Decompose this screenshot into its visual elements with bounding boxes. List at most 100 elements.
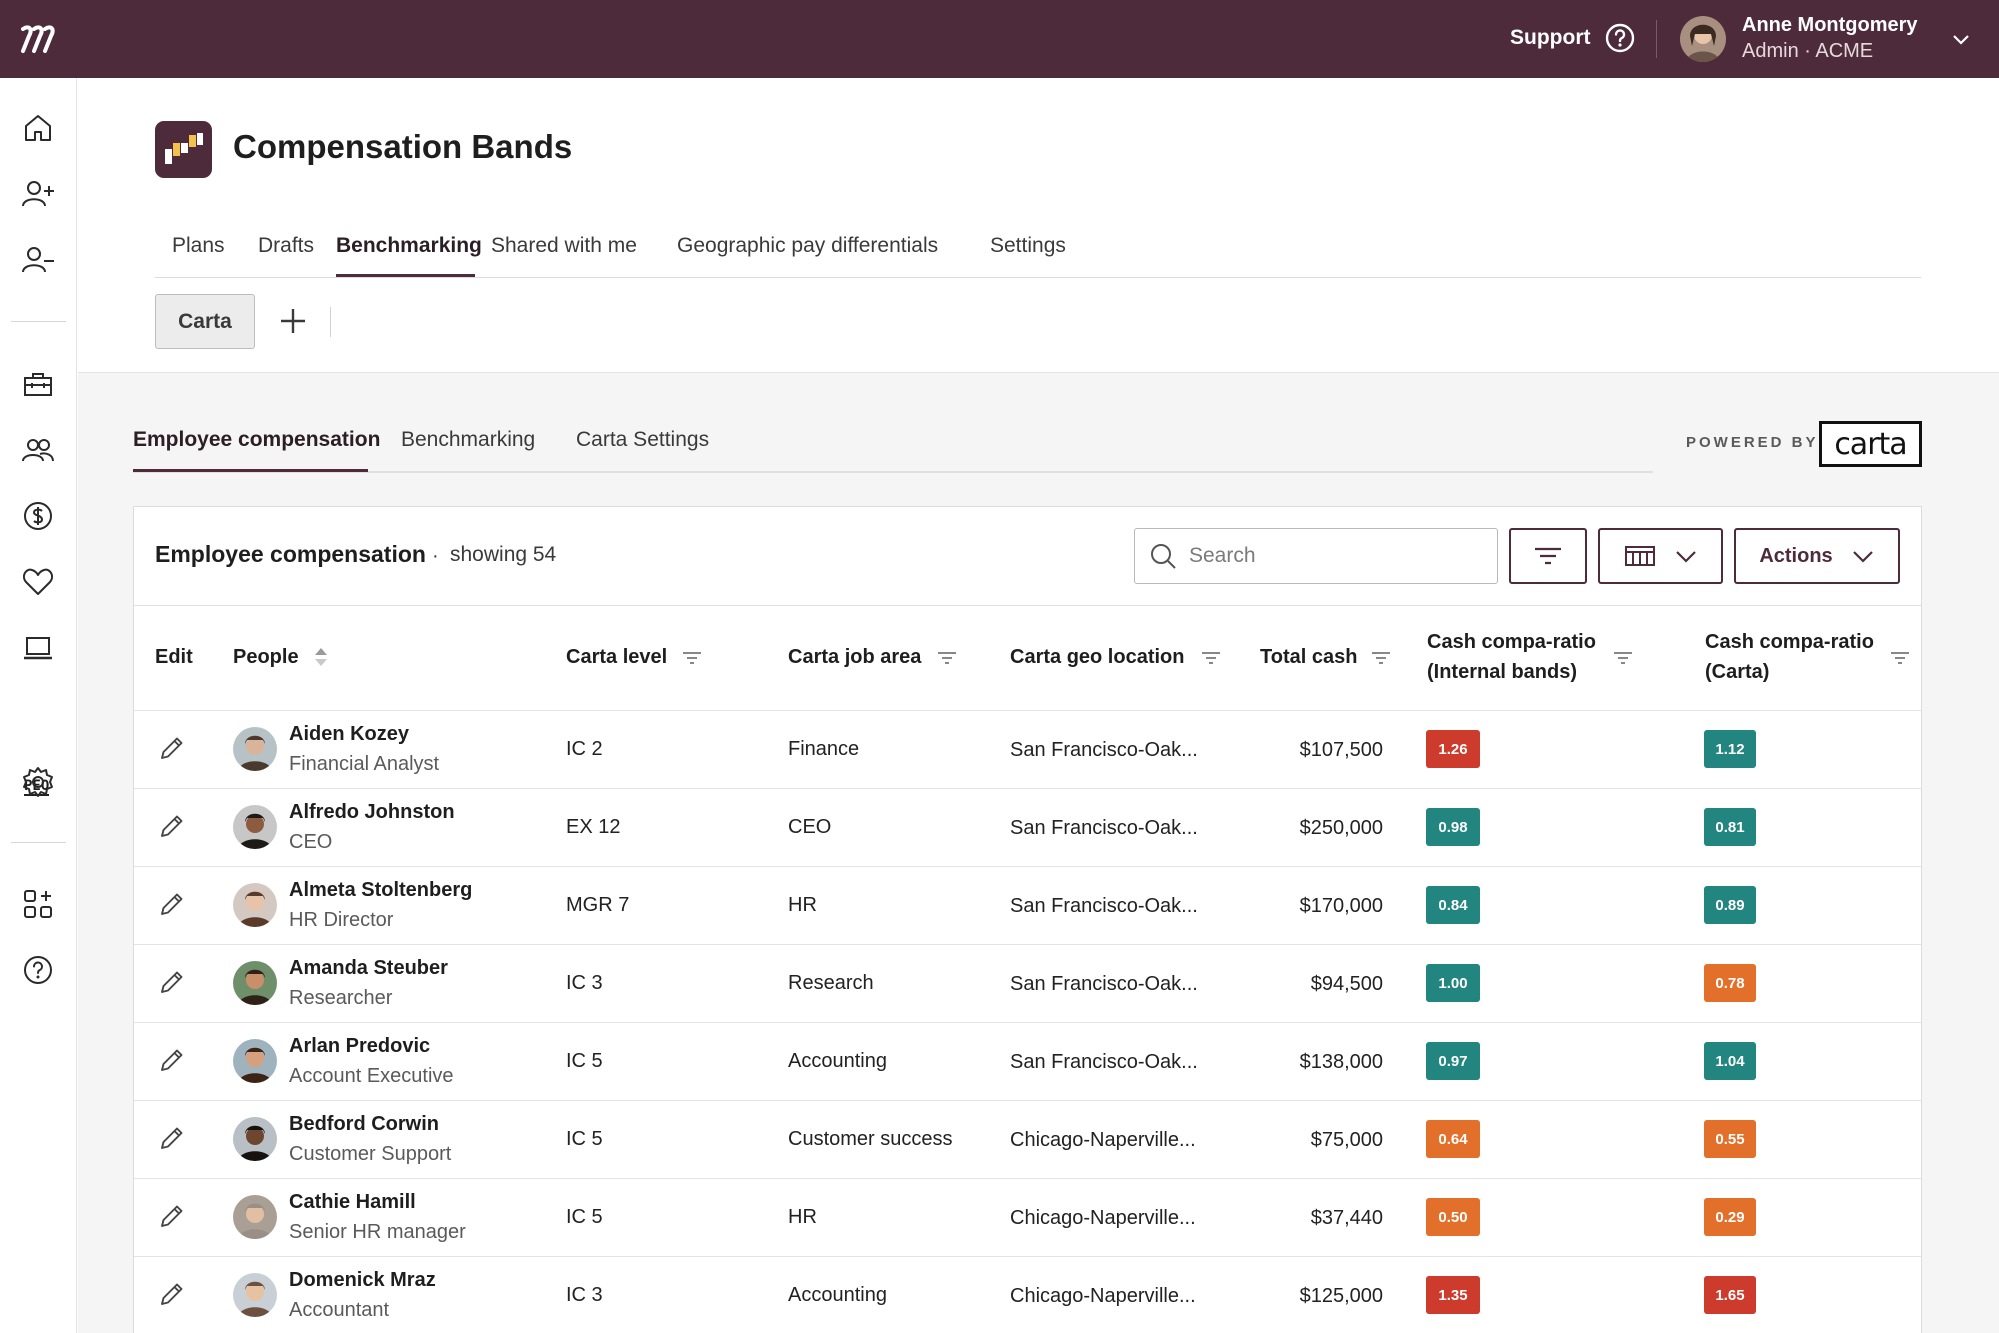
compa-ratio-internal-badge: 1.00: [1426, 964, 1480, 1002]
user-name[interactable]: Anne Montgomery: [1742, 14, 1918, 36]
tab-shared-with-me[interactable]: Shared with me: [491, 234, 637, 257]
apps-add-icon[interactable]: [20, 886, 56, 922]
edit-pencil-icon[interactable]: [157, 811, 187, 841]
subtab-benchmarking[interactable]: Benchmarking: [401, 428, 536, 451]
filter-icon[interactable]: [1201, 651, 1221, 665]
tab-plans[interactable]: Plans: [172, 234, 225, 257]
carta-job-area: Research: [788, 972, 874, 994]
carta-job-area: Finance: [788, 738, 860, 760]
subtab-employee-compensation[interactable]: Employee compensation: [133, 428, 381, 451]
filter-icon[interactable]: [1613, 651, 1633, 665]
carta-level: IC 3: [566, 1284, 603, 1306]
person-title: Accountant: [289, 1299, 390, 1321]
column-header-total-cash[interactable]: Total cash: [1260, 646, 1358, 668]
page-title: Compensation Bands: [233, 128, 573, 165]
edit-pencil-icon[interactable]: [157, 967, 187, 997]
column-header-ratio-carta-sub: (Carta): [1705, 661, 1770, 683]
carta-logo: carta: [1819, 421, 1922, 467]
avatar: [233, 1273, 277, 1317]
avatar: [233, 1195, 277, 1239]
edit-pencil-icon[interactable]: [157, 733, 187, 763]
person-name[interactable]: Amanda Steuber: [289, 957, 448, 979]
person-name[interactable]: Alfredo Johnston: [289, 801, 455, 823]
edit-pencil-icon[interactable]: [157, 1279, 187, 1309]
column-header-people[interactable]: People: [233, 646, 299, 668]
heart-icon[interactable]: [20, 564, 56, 600]
row-divider: [134, 866, 1921, 867]
person-title: Financial Analyst: [289, 753, 440, 775]
carta-job-area: CEO: [788, 816, 832, 838]
edit-pencil-icon[interactable]: [157, 1123, 187, 1153]
sort-icon[interactable]: [313, 646, 329, 668]
avatar: [233, 727, 277, 771]
result-count: showing 54: [450, 543, 557, 566]
filter-icon[interactable]: [1890, 651, 1910, 665]
chevron-down-icon[interactable]: [1950, 28, 1972, 50]
people-icon[interactable]: [20, 432, 56, 468]
columns-button[interactable]: [1598, 528, 1723, 584]
compa-ratio-internal-badge: 0.50: [1426, 1198, 1480, 1236]
filter-icon[interactable]: [1371, 651, 1391, 665]
sub-tabs: Employee compensation Benchmarking Carta…: [133, 425, 1653, 473]
edit-pencil-icon[interactable]: [157, 1045, 187, 1075]
help-icon[interactable]: [20, 952, 56, 988]
column-header-carta-geo-location[interactable]: Carta geo location: [1010, 646, 1185, 668]
main-tabs: Plans Drafts Benchmarking Shared with me…: [155, 226, 1921, 278]
search-box[interactable]: [1134, 528, 1498, 584]
row-divider: [134, 944, 1921, 945]
filter-icon[interactable]: [682, 651, 702, 665]
column-header-ratio-carta[interactable]: Cash compa-ratio: [1705, 631, 1874, 653]
home-icon[interactable]: [20, 110, 56, 146]
column-header-carta-job-area[interactable]: Carta job area: [788, 646, 922, 668]
search-input[interactable]: [1189, 537, 1485, 575]
compa-ratio-internal-badge: 0.97: [1426, 1042, 1480, 1080]
person-name[interactable]: Domenick Mraz: [289, 1269, 436, 1291]
carta-level: IC 5: [566, 1050, 603, 1072]
actions-button[interactable]: Actions: [1734, 528, 1900, 584]
edit-pencil-icon[interactable]: [157, 1201, 187, 1231]
carta-level: IC 5: [566, 1128, 603, 1150]
app-logo-icon[interactable]: [20, 23, 58, 55]
person-name[interactable]: Arlan Predovic: [289, 1035, 431, 1057]
total-cash: $75,000: [1310, 1129, 1383, 1151]
carta-geo-location: San Francisco-Oak...: [1010, 1051, 1198, 1073]
compa-ratio-internal-badge: 1.35: [1426, 1276, 1480, 1314]
row-divider: [134, 710, 1921, 711]
edit-pencil-icon[interactable]: [157, 889, 187, 919]
person-name[interactable]: Bedford Corwin: [289, 1113, 439, 1135]
compa-ratio-carta-badge: 0.89: [1704, 886, 1756, 924]
column-header-edit: Edit: [155, 646, 193, 668]
tab-geographic-pay-differentials[interactable]: Geographic pay differentials: [677, 234, 939, 257]
tab-benchmarking[interactable]: Benchmarking: [336, 234, 482, 257]
benchmark-source-pill[interactable]: Carta: [155, 294, 255, 349]
user-avatar[interactable]: [1680, 16, 1726, 62]
carta-level: IC 3: [566, 972, 603, 994]
sidebar-divider: [11, 321, 66, 322]
person-name[interactable]: Aiden Kozey: [289, 723, 410, 745]
plus-icon[interactable]: [278, 306, 308, 336]
tab-settings[interactable]: Settings: [990, 234, 1066, 257]
toolbox-icon[interactable]: [20, 366, 56, 402]
card-title: Employee compensation: [155, 541, 426, 567]
compa-ratio-carta-badge: 1.12: [1704, 730, 1756, 768]
laptop-icon[interactable]: [20, 630, 56, 666]
person-add-icon[interactable]: [20, 176, 56, 212]
person-title: Account Executive: [289, 1065, 454, 1087]
carta-geo-location: San Francisco-Oak...: [1010, 895, 1198, 917]
subtab-carta-settings[interactable]: Carta Settings: [576, 428, 710, 451]
support-link[interactable]: Support: [1510, 22, 1636, 54]
column-header-carta-level[interactable]: Carta level: [566, 646, 668, 668]
chevron-down-icon: [1852, 551, 1873, 563]
filter-icon[interactable]: [937, 651, 957, 665]
column-header-ratio-internal[interactable]: Cash compa-ratio: [1427, 631, 1596, 653]
person-remove-icon[interactable]: [20, 242, 56, 278]
person-name[interactable]: Cathie Hamill: [289, 1191, 416, 1213]
carta-job-area: HR: [788, 894, 817, 916]
gear-icon[interactable]: [20, 764, 56, 800]
total-cash: $138,000: [1299, 1051, 1383, 1073]
tab-drafts[interactable]: Drafts: [258, 234, 315, 257]
dollar-icon[interactable]: [20, 498, 56, 534]
person-name[interactable]: Almeta Stoltenberg: [289, 879, 473, 901]
filter-button[interactable]: [1509, 528, 1587, 584]
avatar: [233, 805, 277, 849]
